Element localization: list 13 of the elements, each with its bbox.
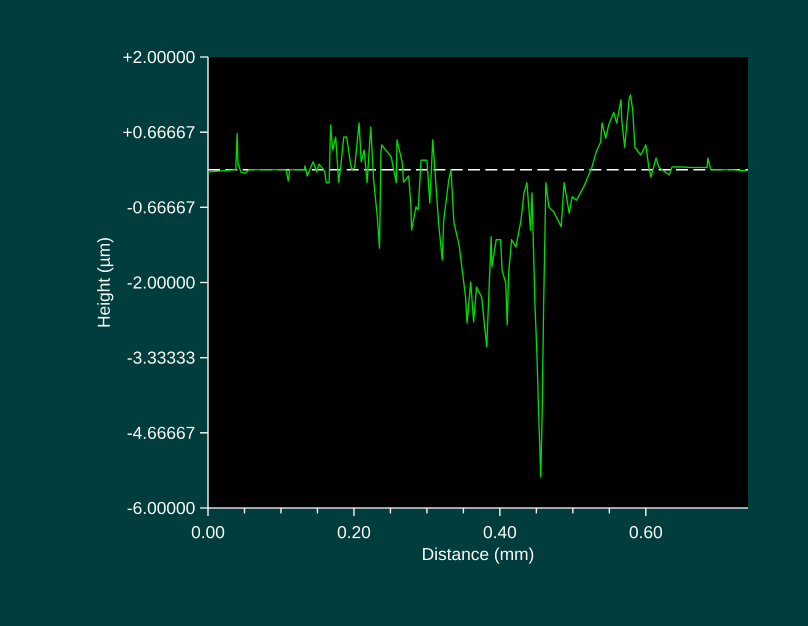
y-tick-label: -3.33333 xyxy=(128,352,195,364)
x-tick-label: 0.00 xyxy=(192,526,224,538)
y-tick-label: -0.66667 xyxy=(128,201,194,214)
x-axis-title: Distance (mm) xyxy=(423,547,534,564)
y-tick-label: +2.00000 xyxy=(123,50,195,64)
x-tick-label: 0.60 xyxy=(630,526,662,538)
y-tick-label: -6.00000 xyxy=(128,502,195,514)
y-axis-title: Height (µm) xyxy=(97,238,114,327)
x-tick-label: 0.40 xyxy=(484,526,516,538)
y-tick-label: -2.00000 xyxy=(128,276,195,289)
x-tick-label: 0.20 xyxy=(338,526,370,538)
y-tick-label: +0.66667 xyxy=(123,126,194,138)
y-tick-label: -4.66667 xyxy=(128,426,194,439)
